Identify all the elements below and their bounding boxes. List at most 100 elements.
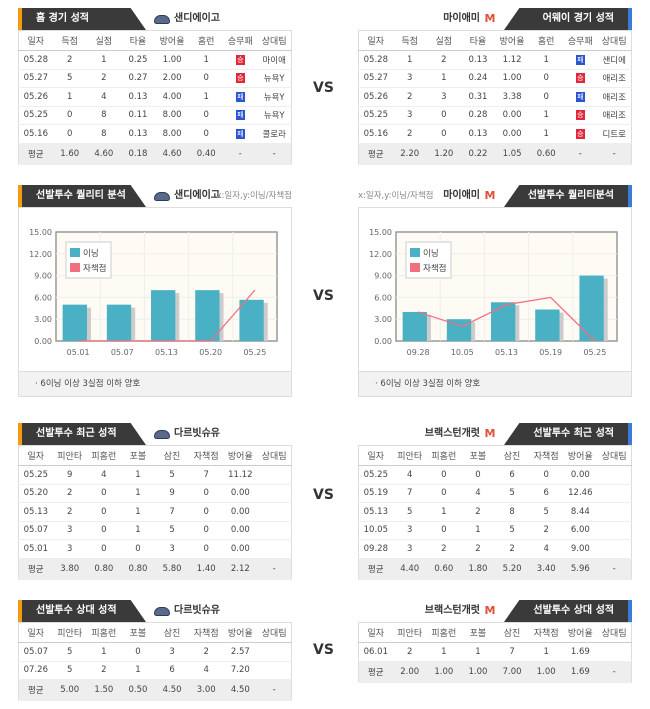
column-header: 포볼 [120, 445, 155, 466]
table-cell: - [257, 558, 292, 580]
table-cell: 05.27 [18, 69, 53, 88]
table-cell: 05.13 [18, 502, 53, 522]
column-header: 자책점 [189, 622, 224, 643]
table-cell: 5.80 [155, 558, 190, 580]
table-cell: 12.46 [563, 484, 598, 503]
table-row: 07.26 5 2 1 6 4 7.20 [18, 661, 292, 680]
table-cell: 0.80 [120, 558, 155, 580]
x-tick-label: 10.05 [451, 348, 474, 357]
team-name-text: 샌디에이고 [174, 13, 220, 24]
table-cell: 1.80 [460, 558, 495, 580]
section-tab-title: 선발투수 상대 성적 [504, 600, 632, 622]
table-cell: 0 [529, 465, 564, 485]
loss-badge: 패 [575, 54, 585, 65]
table-cell: 0 [86, 502, 121, 522]
average-row: 평균 1.60 4.60 0.18 4.60 0.40- - [18, 143, 292, 165]
table-cell: 8.00 [155, 124, 190, 144]
axis-note: x:일자,y:이닝/자책점 [358, 191, 434, 201]
table-cell [257, 521, 292, 540]
table-cell: - [257, 679, 292, 701]
section-header: 선발투수 최근 성적 다르빗슈유 [18, 423, 292, 445]
left-panel-3: 선발투수 상대 성적 다르빗슈유 일자 피안타 피홈런 포볼 삼진 자책점 방어율 상대팀 05.0… [18, 600, 292, 701]
table-cell: 5 [52, 661, 87, 680]
quality-chart: 0.00 3.00 6.00 9.00 12.00 15.00 09.28 10.05 05.1… [369, 228, 618, 357]
column-header: 삼진 [495, 622, 530, 643]
note-text: 6이닝 이상 3실점 이하 양호 [40, 379, 141, 389]
x-tick-label: 05.25 [243, 348, 266, 357]
table-row: 05.19 7 0 4 5 6 12.46 [358, 484, 632, 503]
table-cell: 0.13 [460, 50, 495, 70]
table-cell: 1 [120, 521, 155, 540]
table-cell: 3 [155, 642, 190, 662]
table-cell: 0 [120, 642, 155, 662]
team-name: 마이애미 M [443, 8, 496, 30]
table-cell: 4.50 [223, 679, 258, 701]
column-header: 승무패 [223, 30, 258, 51]
section-header: 어웨이 경기 성적 마이애미 M [358, 8, 632, 30]
table-cell [257, 661, 292, 680]
table-cell: 3 [426, 87, 461, 107]
table-cell: 6.00 [563, 521, 598, 540]
y-tick-label: 3.00 [34, 315, 52, 324]
section-tab-title: 선발투수 최근 성적 [18, 423, 146, 445]
team-name: 샌디에이고 [154, 8, 220, 30]
team-name-text: 마이애미 [443, 190, 480, 201]
section-tab-title: 선발투수 상대 성적 [18, 600, 146, 622]
table-cell: 3.80 [52, 558, 87, 580]
table-cell: 0.28 [460, 106, 495, 125]
team-name-text: 브랙스턴개럿 [424, 605, 480, 616]
table-header-row: 일자 피안타 피홈런 포볼 삼진 자책점 방어율 상대팀 [358, 445, 632, 466]
table-cell: 05.26 [358, 87, 393, 107]
padres-logo-icon [154, 191, 170, 201]
team-name-text: 마이애미 [443, 13, 480, 24]
table-cell [257, 539, 292, 559]
table-cell: 2 [495, 539, 530, 559]
table-row: 05.07 3 0 1 5 0 0.00 [18, 521, 292, 540]
x-tick-label: 05.25 [583, 348, 606, 357]
table-cell: 4 [86, 465, 121, 485]
note-text: 6이닝 이상 3실점 이하 양호 [380, 379, 481, 389]
vs-label: VS [313, 487, 334, 503]
table-cell: 7.20 [223, 661, 258, 680]
win-badge: 승 [575, 73, 585, 84]
table-cell [597, 502, 632, 522]
table-cell: 1.69 [563, 661, 598, 683]
table-cell: 0 [426, 465, 461, 485]
column-header: 피홈런 [426, 622, 461, 643]
table-cell: 0.27 [120, 69, 155, 88]
quality-chart: 0.00 3.00 6.00 9.00 12.00 15.00 05.01 05.07 05.1… [29, 228, 278, 357]
table-cell: 05.25 [358, 465, 393, 485]
table-cell: 05.01 [18, 539, 53, 559]
column-header: 실점 [86, 30, 121, 51]
section-header: 선발투수 상대 성적 다르빗슈유 [18, 600, 292, 622]
table-row: 05.25 4 0 0 6 0 0.00 [358, 465, 632, 485]
padres-logo-icon [154, 14, 170, 24]
table-cell: 0 [189, 124, 224, 144]
x-tick-label: 09.28 [407, 348, 430, 357]
table-cell: 05.07 [18, 521, 53, 540]
win-badge: 승 [575, 110, 585, 121]
table-cell: 1 [120, 484, 155, 503]
table-cell: 5 [155, 521, 190, 540]
table-cell: 0.00 [223, 521, 258, 540]
section-tab-title: 선발투수 최근 성적 [504, 423, 632, 445]
y-tick-label: 12.00 [369, 250, 392, 259]
table-row: 05.26 1 4 0.13 4.00 1 패 뉴욕Y [18, 87, 292, 107]
vs-label: VS [313, 642, 334, 658]
legend-label: 자책점 [83, 263, 106, 274]
y-tick-label: 6.00 [374, 293, 392, 302]
table-row: 10.05 3 0 1 5 2 6.00 [358, 521, 632, 540]
table-row: 05.28 2 1 0.25 1.00 1 승 마이애 [18, 50, 292, 70]
win-badge: 승 [575, 128, 585, 139]
loss-badge: 패 [235, 91, 245, 102]
table-row: 05.16 2 0 0.13 0.00 1 승 디트로 [358, 124, 632, 144]
table-cell: 7.00 [495, 661, 530, 683]
column-header: 피안타 [52, 445, 87, 466]
column-header: 실점 [426, 30, 461, 51]
column-header: 상대팀 [597, 445, 632, 466]
table-cell: 0.60 [529, 143, 564, 165]
innings-bar [239, 299, 264, 341]
table-cell: 4.60 [155, 143, 190, 165]
marlins-logo-icon: M [484, 12, 496, 25]
table-cell: 평균 [18, 558, 53, 580]
